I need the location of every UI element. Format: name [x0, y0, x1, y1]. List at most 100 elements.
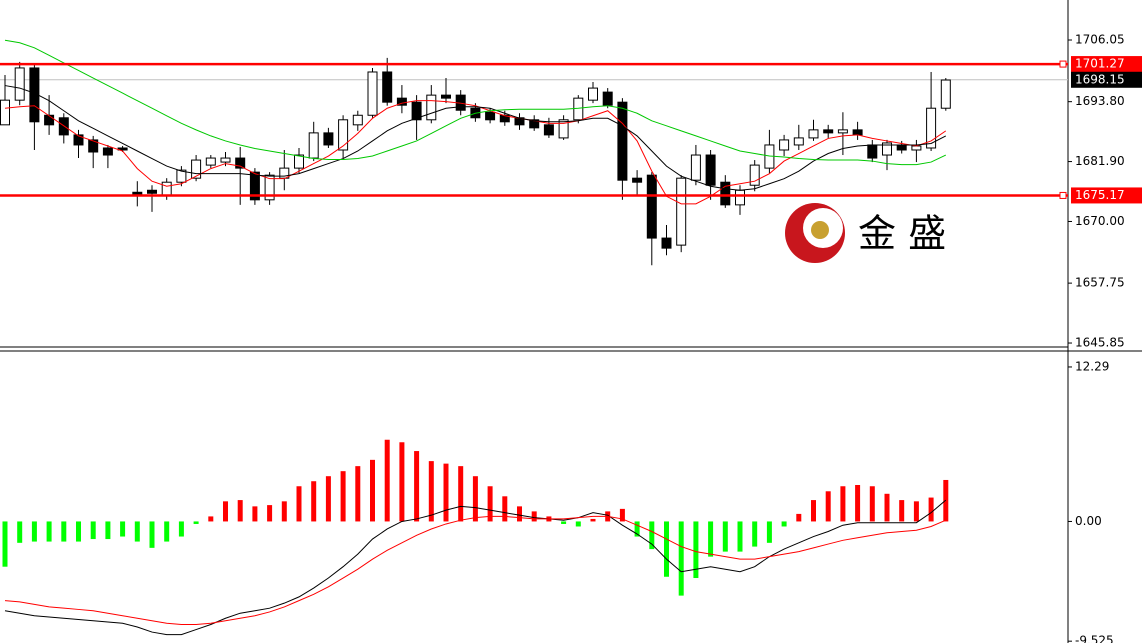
histogram-bar	[399, 442, 405, 522]
candle-body	[837, 129, 848, 134]
candle-body	[588, 87, 598, 101]
candle-body	[426, 94, 437, 121]
histogram-bar	[766, 521, 772, 543]
histogram-bar	[708, 521, 714, 557]
candle-body	[808, 129, 819, 139]
histogram-bar	[46, 521, 52, 542]
histogram-bar	[193, 521, 199, 524]
candle-body	[396, 97, 407, 106]
histogram-bar	[370, 459, 375, 522]
candle-body	[88, 139, 99, 153]
candle-body	[249, 171, 260, 201]
histogram-bar	[355, 466, 361, 522]
candle-body	[558, 119, 569, 139]
histogram-bar	[678, 521, 684, 596]
candle-body	[220, 157, 231, 163]
candle-body	[294, 154, 304, 169]
watermark: 金 盛	[858, 212, 946, 256]
level-label: 1675.17	[1075, 188, 1125, 202]
candle-body	[147, 189, 157, 194]
histogram-bar	[17, 521, 23, 543]
histogram-bar	[855, 484, 861, 522]
candle-body	[882, 142, 892, 156]
candle-body	[779, 139, 790, 151]
candle-body	[617, 101, 628, 181]
candle-body	[940, 79, 951, 109]
current-price-box	[1071, 71, 1142, 88]
y-tick-label: 1706.05	[1075, 33, 1125, 47]
histogram-bar	[913, 501, 919, 522]
histogram-bar	[325, 476, 331, 522]
histogram-bar	[164, 521, 170, 542]
histogram-bar	[90, 521, 96, 540]
candle-body	[205, 157, 216, 166]
histogram-bar	[76, 521, 81, 542]
histogram-bar	[105, 521, 111, 540]
histogram-bar	[825, 491, 831, 522]
histogram-bar	[575, 521, 581, 527]
line-series	[4, 515, 946, 626]
candle-body	[573, 97, 584, 121]
candle-body	[867, 144, 878, 159]
histogram-bar	[811, 500, 816, 522]
y-tick-label: 1645.85	[1075, 336, 1125, 350]
level-label: 1701.27	[1075, 57, 1125, 71]
histogram-bar	[840, 486, 846, 522]
candle-body	[411, 101, 422, 121]
candle-body	[73, 134, 84, 146]
histogram-bar	[781, 521, 787, 527]
histogram-bar	[384, 439, 390, 522]
candle-body	[485, 111, 496, 121]
histogram-bar	[472, 476, 478, 522]
histogram-bar	[884, 493, 890, 522]
histogram-bar	[487, 486, 493, 522]
candle-body	[896, 144, 907, 151]
candle-body	[176, 169, 187, 183]
histogram-bar	[458, 466, 464, 522]
level-label-box	[1071, 56, 1142, 73]
candle-body	[852, 129, 863, 136]
histogram-bar	[149, 521, 155, 548]
histogram-bar	[443, 463, 449, 522]
line-series	[4, 39, 947, 166]
histogram-bar	[737, 521, 743, 552]
histogram-bar	[267, 505, 273, 522]
histogram-bar	[31, 521, 37, 542]
histogram-bar	[796, 513, 802, 522]
candle-body	[14, 67, 25, 101]
candle-body	[735, 189, 745, 206]
histogram-bar	[590, 518, 596, 522]
histogram-bar	[2, 521, 8, 567]
y-tick-label: 0.00	[1075, 514, 1102, 528]
histogram-bar	[649, 521, 655, 550]
y-tick-label: 1681.90	[1075, 154, 1125, 168]
candle-body	[102, 147, 113, 156]
candle-body	[308, 132, 319, 159]
histogram-bar	[61, 521, 67, 542]
histogram-bar	[414, 451, 420, 522]
candle-body	[676, 177, 687, 246]
candle-body	[720, 181, 731, 206]
histogram-bar	[752, 521, 758, 547]
histogram-bar	[281, 501, 287, 522]
logo	[785, 203, 845, 263]
candle-body	[338, 119, 349, 151]
y-tick-label: -9.525	[1075, 634, 1114, 643]
current-price-label: 1698.15	[1075, 72, 1125, 86]
histogram-bar	[693, 521, 699, 579]
y-tick-label: 1657.75	[1075, 276, 1125, 290]
line-series	[4, 85, 947, 191]
histogram-bar	[428, 461, 434, 522]
candle-body	[661, 237, 672, 249]
histogram-bar	[223, 501, 228, 522]
histogram-bar	[252, 506, 258, 522]
histogram-bar	[296, 486, 302, 522]
candle-body	[793, 137, 804, 146]
candle-body	[823, 129, 834, 134]
level-label-box	[1071, 187, 1142, 204]
candle-body	[749, 164, 760, 186]
y-tick-label: 12.29	[1075, 359, 1109, 373]
candle-body	[926, 107, 937, 149]
histogram-bar	[134, 521, 140, 542]
